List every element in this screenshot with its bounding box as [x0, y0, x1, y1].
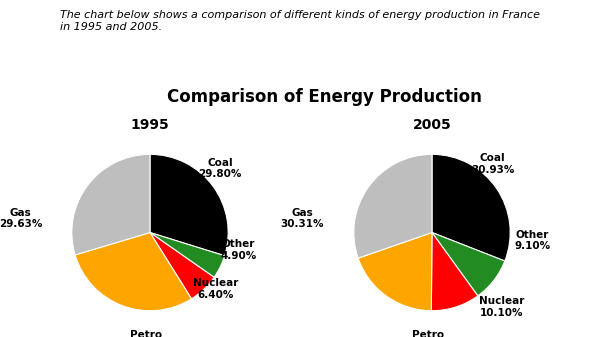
Wedge shape	[150, 154, 228, 256]
Text: Petro
29.27%: Petro 29.27%	[124, 330, 168, 337]
Text: The chart below shows a comparison of different kinds of energy production in Fr: The chart below shows a comparison of di…	[60, 10, 540, 32]
Text: Gas
30.31%: Gas 30.31%	[281, 208, 324, 229]
Wedge shape	[358, 233, 432, 311]
Text: Gas
29.63%: Gas 29.63%	[0, 208, 42, 229]
Text: Coal
30.93%: Coal 30.93%	[471, 153, 514, 175]
Wedge shape	[432, 154, 510, 261]
Text: Comparison of Energy Production: Comparison of Energy Production	[167, 88, 481, 105]
Text: Nuclear
6.40%: Nuclear 6.40%	[193, 278, 238, 300]
Title: 2005: 2005	[413, 118, 451, 132]
Wedge shape	[75, 233, 191, 311]
Text: Other
9.10%: Other 9.10%	[514, 229, 550, 251]
Title: 1995: 1995	[131, 118, 169, 132]
Wedge shape	[354, 154, 432, 258]
Text: Other
4.90%: Other 4.90%	[220, 239, 257, 261]
Text: Coal
29.80%: Coal 29.80%	[199, 158, 242, 179]
Wedge shape	[150, 233, 224, 277]
Wedge shape	[150, 233, 214, 299]
Wedge shape	[431, 233, 478, 311]
Wedge shape	[432, 233, 505, 296]
Wedge shape	[72, 154, 150, 255]
Text: Nuclear
10.10%: Nuclear 10.10%	[479, 296, 524, 317]
Text: Petro
19.55%: Petro 19.55%	[406, 330, 450, 337]
